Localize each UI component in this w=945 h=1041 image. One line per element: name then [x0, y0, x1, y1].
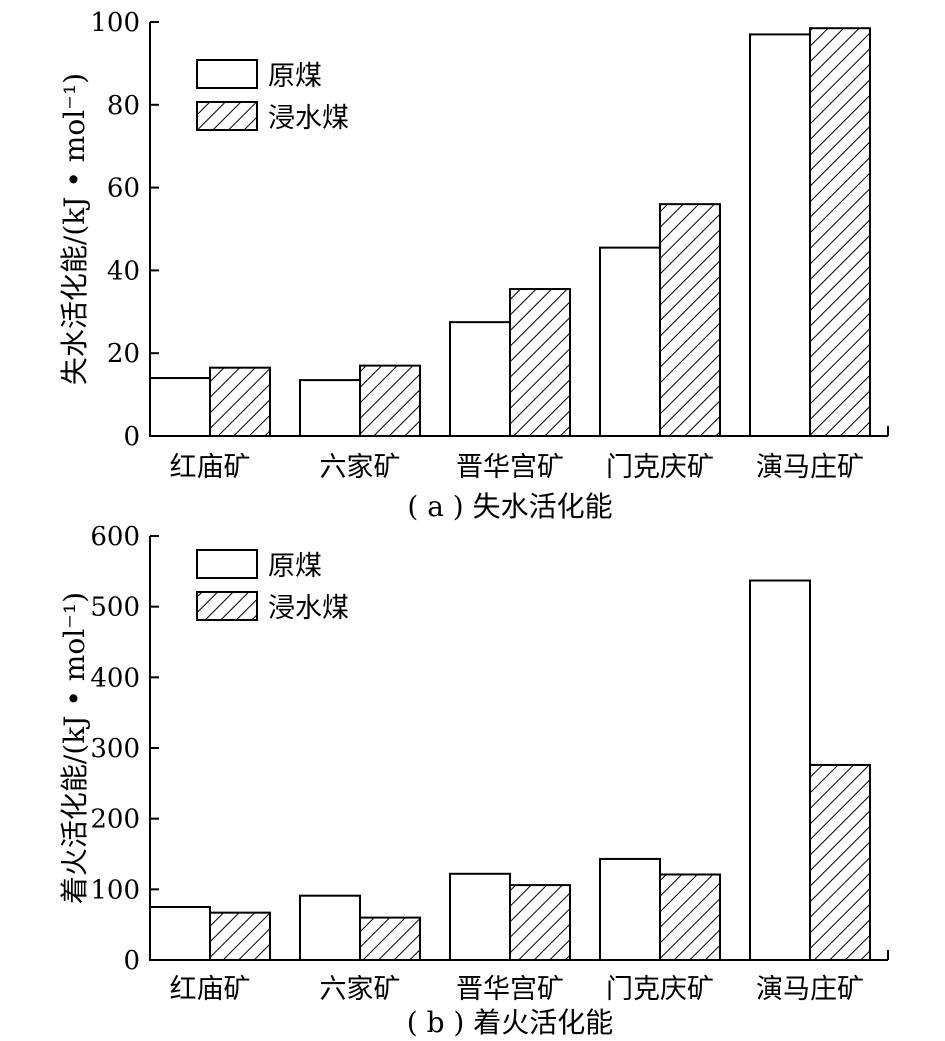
x-category-label: 六家矿 [320, 974, 401, 1005]
y-tick-label: 40 [107, 256, 140, 286]
bar-soaked-coal [209, 366, 271, 437]
legend-label: 浸水煤 [268, 593, 349, 624]
y-tick-label: 60 [107, 174, 140, 204]
bar-raw-coal [149, 906, 211, 961]
x-category-label: 六家矿 [320, 452, 401, 483]
y-tick-label: 300 [90, 734, 140, 764]
bar-soaked-coal [209, 911, 271, 961]
x-category-label: 晋华宫矿 [456, 974, 564, 1005]
bar-raw-coal [599, 246, 661, 437]
y-tick-label: 100 [90, 8, 140, 38]
chart-caption: ( a ) 失水活化能 [407, 490, 612, 523]
y-tick-label: 600 [90, 522, 140, 552]
bar-soaked-coal [509, 288, 571, 437]
x-category-label: 红庙矿 [170, 974, 251, 1005]
bar-raw-coal [449, 872, 511, 962]
bar-soaked-coal [659, 873, 721, 962]
bar-soaked-coal [359, 916, 421, 961]
x-category-label: 演马庄矿 [756, 974, 864, 1005]
legend-swatch [196, 59, 258, 89]
bar-raw-coal [299, 379, 361, 437]
legend-swatch [196, 549, 258, 579]
x-category-label: 门克庆矿 [606, 452, 714, 483]
legend-label: 浸水煤 [268, 103, 349, 134]
bar-raw-coal [299, 894, 361, 962]
bar-soaked-coal [809, 27, 871, 438]
y-tick-label: 20 [107, 339, 140, 369]
bar-raw-coal [449, 321, 511, 437]
y-tick-label: 400 [90, 663, 140, 693]
chart-b: 0 100 200 300 400 500 600 着火活化能/(kJ • mol⁻¹) 红庙矿… [58, 522, 889, 1039]
bar-raw-coal [749, 579, 811, 962]
y-tick-label: 100 [90, 875, 140, 905]
legend-label: 原煤 [268, 61, 322, 92]
y-tick-label: 500 [90, 593, 140, 623]
bar-raw-coal [149, 377, 211, 438]
y-axis-title: 失水活化能/(kJ • mol⁻¹) [58, 73, 91, 385]
legend-swatch [196, 101, 258, 131]
bar-soaked-coal [359, 364, 421, 437]
bar-raw-coal [749, 33, 811, 437]
chart-a: 0 20 40 60 80 100 失水活化能/(kJ • mol⁻¹) 红庙矿 六家矿 晋华宫矿… [58, 8, 889, 523]
x-category-label: 红庙矿 [170, 452, 251, 483]
y-tick-label: 200 [90, 805, 140, 835]
legend-label: 原煤 [268, 551, 322, 582]
bar-raw-coal [599, 857, 661, 961]
y-tick-label: 0 [123, 422, 140, 452]
bar-soaked-coal [509, 884, 571, 961]
y-tick-label: 0 [123, 946, 140, 976]
chart-caption: ( b ) 着火活化能 [407, 1006, 613, 1039]
bar-soaked-coal [659, 203, 721, 437]
bar-soaked-coal [809, 763, 871, 962]
x-category-label: 演马庄矿 [756, 452, 864, 483]
y-tick-label: 80 [107, 91, 140, 121]
x-category-label: 门克庆矿 [606, 974, 714, 1005]
x-category-label: 晋华宫矿 [456, 452, 564, 483]
legend-swatch [196, 591, 258, 621]
y-axis-title: 着火活化能/(kJ • mol⁻¹) [58, 592, 91, 904]
